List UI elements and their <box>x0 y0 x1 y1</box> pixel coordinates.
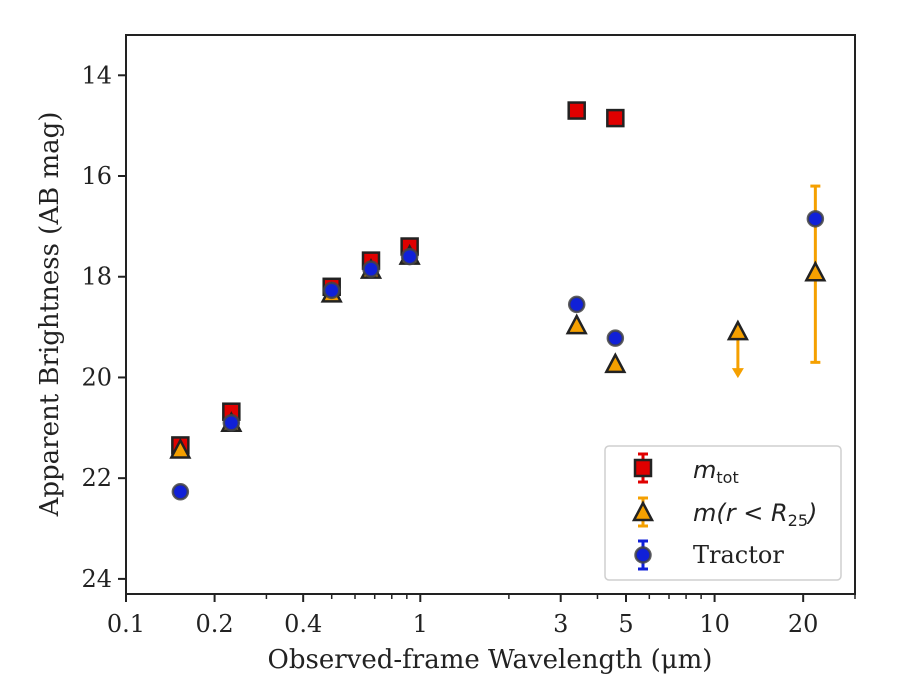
legend-marker-tractor <box>634 546 652 564</box>
x-tick-label: 3 <box>553 610 568 638</box>
legend: mtot m(r < R25) Tractor <box>604 445 842 581</box>
legend-label-m-r25: m(r < R25) <box>693 499 817 530</box>
plot-area <box>169 101 827 501</box>
x-tick-label: 10 <box>699 610 730 638</box>
x-tick-label: 0.1 <box>107 610 145 638</box>
legend-marker-m-r25 <box>631 500 655 522</box>
x-tick-label: 5 <box>618 610 633 638</box>
data-point-m-r25 <box>804 260 827 282</box>
legend-box <box>604 445 842 581</box>
data-point-tractor <box>806 210 825 228</box>
data-point-tractor <box>171 483 190 501</box>
data-point-tractor <box>222 414 241 432</box>
legend-label-m-tot: mtot <box>693 456 739 487</box>
x-tick-label: 1 <box>413 610 428 638</box>
y-tick-label: 24 <box>81 565 112 593</box>
data-point-m-r25 <box>169 437 192 459</box>
data-point-m-r25 <box>604 352 627 374</box>
legend-label-tractor: Tractor <box>693 541 784 569</box>
data-point-tractor <box>322 281 341 300</box>
y-tick-label: 20 <box>81 363 112 391</box>
legend-markers <box>631 452 655 571</box>
data-point-tractor <box>606 329 625 347</box>
data-point-m-r25 <box>565 313 588 335</box>
y-axis-title: Apparent Brightness (AB mag) <box>35 112 65 518</box>
x-tick-label: 0.2 <box>196 610 234 638</box>
data-point-tractor <box>362 260 380 278</box>
y-tick-label: 14 <box>81 61 112 89</box>
upper-limit-arrowhead <box>731 368 744 379</box>
y-tick-label: 16 <box>81 162 112 190</box>
legend-marker-m-tot <box>633 458 653 478</box>
data-point-m-tot <box>567 101 586 120</box>
y-tick-label: 18 <box>81 263 112 291</box>
data-point-m-tot <box>606 108 625 128</box>
data-point-tractor <box>567 295 586 314</box>
data-point-m-r25 <box>726 319 749 341</box>
data-point-tractor <box>400 247 419 266</box>
axes: 0.1 0.2 0.4 1 3 5 10 20 14 16 18 20 22 24 <box>81 61 856 638</box>
y-tick-label: 22 <box>81 464 112 492</box>
x-tick-label: 0.4 <box>284 610 322 638</box>
plot-frame <box>125 34 856 595</box>
x-tick-label: 20 <box>788 610 819 638</box>
x-axis-title: Observed-frame Wavelength (μm) <box>268 645 713 675</box>
